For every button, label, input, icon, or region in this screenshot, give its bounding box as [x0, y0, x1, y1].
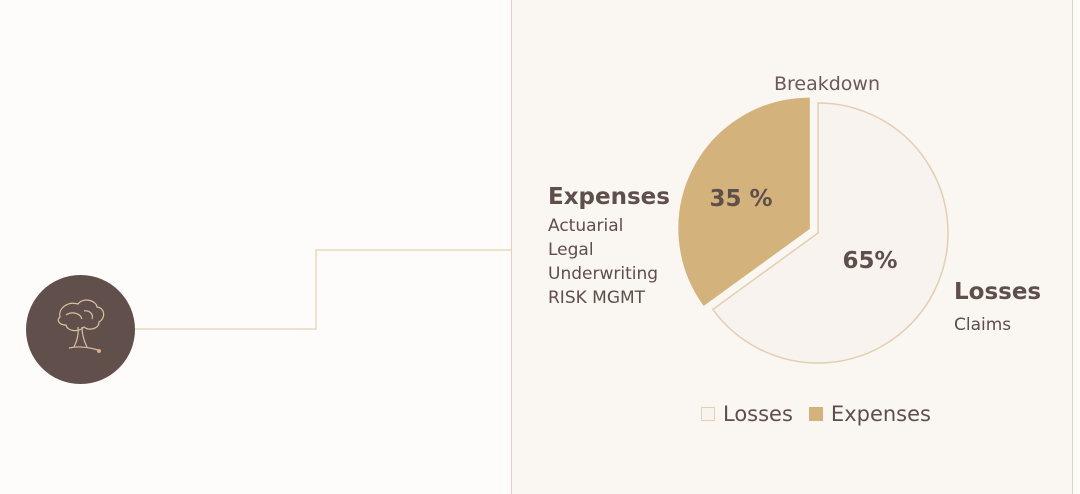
pie-slice-expenses	[678, 97, 810, 306]
expenses-item: Actuarial	[548, 216, 624, 236]
legend-label-losses: Losses	[723, 402, 793, 426]
chart-panel	[511, 0, 1073, 494]
chart-title: Breakdown	[774, 73, 880, 95]
pie-label-losses: 65%	[842, 248, 897, 274]
pie-label-expenses: 35 %	[709, 186, 772, 212]
losses-annotation-list: Claims	[954, 313, 1011, 337]
legend-swatch-expenses	[808, 407, 823, 421]
losses-item: Claims	[954, 315, 1012, 335]
expenses-item: Legal	[548, 240, 594, 260]
logo-circle	[26, 275, 135, 384]
expenses-annotation-title: Expenses	[548, 184, 670, 210]
tree-logo-icon	[57, 299, 105, 353]
expenses-annotation-list: Actuarial Legal Underwriting RISK MGMT	[548, 214, 658, 310]
losses-annotation-title: Losses	[954, 279, 1042, 305]
legend-swatch-losses	[701, 407, 715, 421]
expenses-item: RISK MGMT	[548, 288, 646, 308]
pie-slice-losses	[711, 102, 949, 364]
legend-label-expenses: Expenses	[830, 402, 931, 426]
chart-legend: Losses Expenses	[701, 402, 931, 426]
expenses-item: Underwriting	[548, 264, 659, 284]
